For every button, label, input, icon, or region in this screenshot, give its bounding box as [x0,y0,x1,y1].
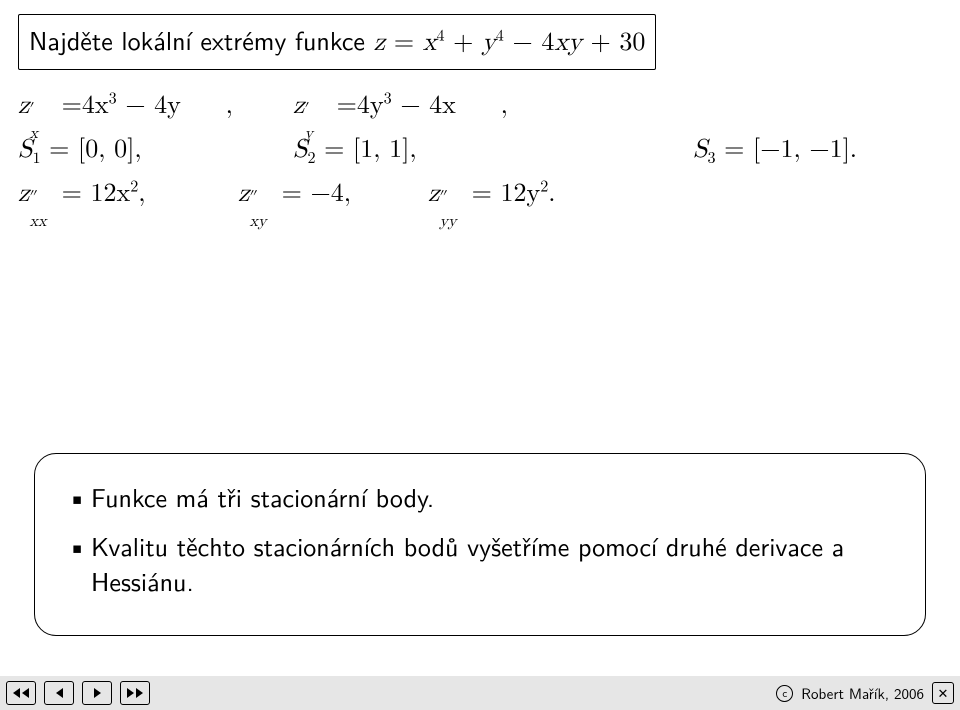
copyright-icon: c [776,685,793,702]
left-icon [56,688,63,698]
double-left-icon [13,688,29,698]
close-icon: ✕ [938,684,949,703]
nav-next-button[interactable] [82,681,112,705]
page: Najděte lokální extrémy funkce z = x4 + … [0,0,960,710]
first-derivatives-row: z′x =4x3 − 4y , z′y =4y3 − 4x , [18,84,960,126]
double-right-icon [127,688,143,698]
callout-item: Kvalitu těchto stacionárních bodů vyšetř… [63,529,897,599]
nav-prev-button[interactable] [44,681,74,705]
close-button[interactable]: ✕ [932,682,954,704]
footer-bar: c Robert Mařík, 2006 ✕ [0,676,960,710]
nav-first-button[interactable] [6,681,36,705]
title-formula: z [374,30,386,56]
title-text: Najděte lokální extrémy funkce [29,21,374,59]
copyright: c Robert Mařík, 2006 ✕ [776,682,954,704]
nav-buttons [6,681,150,705]
second-derivatives-row: z″xx = 12x2, z″xy = −4, z″yy = 12y2. [18,172,960,214]
callout-item: Funkce má tři stacionární body. [63,480,897,515]
callout-box: Funkce má tři stacionární body. Kvalitu … [34,453,926,636]
title-box: Najděte lokální extrémy funkce z = x4 + … [18,14,656,70]
nav-last-button[interactable] [120,681,150,705]
right-icon [94,688,101,698]
copyright-text: Robert Mařík, 2006 [801,682,924,704]
stationary-points-row: S1 = [0, 0], S2 = [1, 1], S3 = [−1, −1]. [18,128,960,170]
